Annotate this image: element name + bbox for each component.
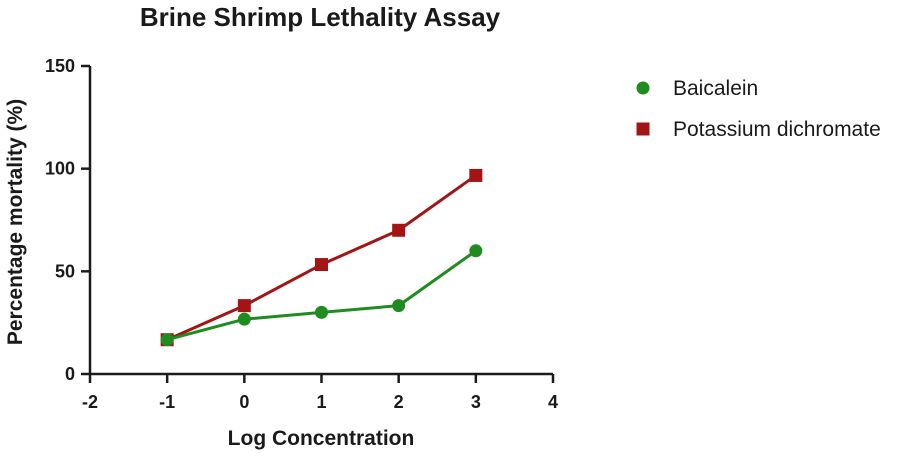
data-point-baicalein — [469, 244, 483, 258]
x-tick-label: 0 — [239, 392, 249, 412]
x-tick-label: 1 — [316, 392, 326, 412]
legend-label: Baicalein — [673, 77, 758, 100]
y-tick-label: 150 — [45, 56, 75, 76]
x-tick-label: 3 — [471, 392, 481, 412]
axes — [88, 66, 553, 376]
data-point-potassium-dichromate — [392, 223, 406, 237]
legend-label: Potassium dichromate — [673, 118, 881, 141]
data-point-potassium-dichromate — [315, 258, 328, 272]
legend-marker-circle-icon — [636, 81, 650, 95]
chart-title: Brine Shrimp Lethality Assay — [140, 2, 501, 32]
data-point-potassium-dichromate — [469, 168, 483, 182]
x-tick-label: -2 — [82, 392, 98, 412]
y-tick-label: 0 — [65, 364, 75, 384]
x-tick-label: -1 — [159, 392, 175, 412]
y-tick-label: 100 — [45, 159, 75, 179]
y-tick-label: 50 — [55, 261, 75, 281]
legend-marker-square-icon — [636, 122, 650, 136]
x-tick-label: 4 — [548, 392, 558, 412]
data-point-baicalein — [392, 299, 406, 313]
series-layer — [160, 168, 483, 347]
data-point-potassium-dichromate — [237, 299, 251, 313]
x-axis-label: Log Concentration — [228, 427, 415, 450]
data-point-baicalein — [160, 333, 174, 347]
data-point-baicalein — [237, 312, 251, 326]
legend: Baicalein Potassium dichromate — [636, 77, 881, 141]
x-ticks: -2 -1 0 1 2 3 4 — [82, 374, 558, 412]
data-point-baicalein — [315, 305, 328, 319]
y-ticks: 0 50 100 150 — [45, 56, 90, 384]
x-tick-label: 2 — [394, 392, 404, 412]
y-axis-label: Percentage mortality (%) — [4, 99, 27, 345]
